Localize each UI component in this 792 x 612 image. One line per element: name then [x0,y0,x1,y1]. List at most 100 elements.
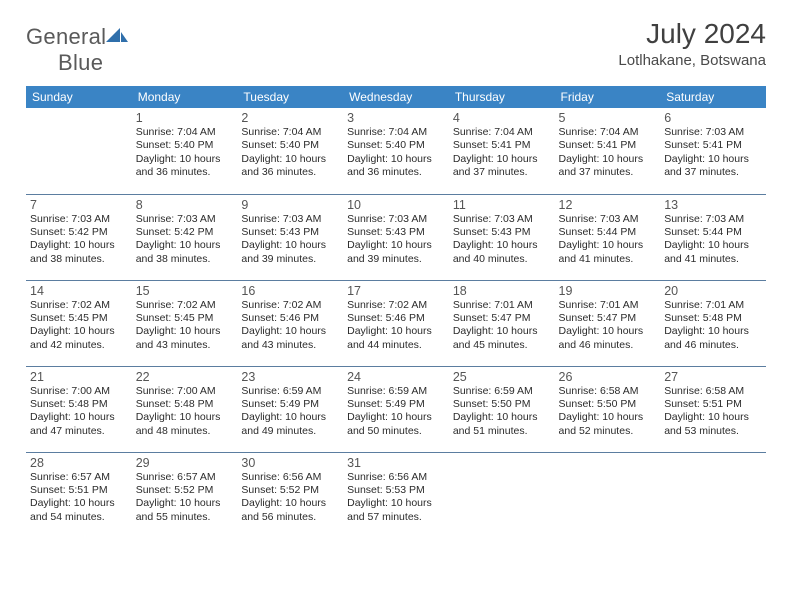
day-cell: 27Sunrise: 6:58 AMSunset: 5:51 PMDayligh… [660,366,766,452]
sunrise-text: Sunrise: 7:04 AM [241,126,339,139]
daylight-text-2: and 48 minutes. [136,425,234,438]
daylight-text-2: and 43 minutes. [136,339,234,352]
day-cell: 13Sunrise: 7:03 AMSunset: 5:44 PMDayligh… [660,194,766,280]
daylight-text: Daylight: 10 hours [347,325,445,338]
empty-cell [26,108,132,194]
day-info: Sunrise: 7:01 AMSunset: 5:47 PMDaylight:… [559,299,657,353]
day-number: 26 [559,370,657,384]
day-info: Sunrise: 7:03 AMSunset: 5:42 PMDaylight:… [136,213,234,267]
sunrise-text: Sunrise: 6:56 AM [347,471,445,484]
logo-word2: Blue [58,50,103,75]
day-cell: 31Sunrise: 6:56 AMSunset: 5:53 PMDayligh… [343,452,449,538]
day-cell: 4Sunrise: 7:04 AMSunset: 5:41 PMDaylight… [449,108,555,194]
logo-sail-icon [106,24,128,50]
dayhead-sun: Sunday [26,86,132,108]
calendar-row: 1Sunrise: 7:04 AMSunset: 5:40 PMDaylight… [26,108,766,194]
day-info: Sunrise: 7:03 AMSunset: 5:42 PMDaylight:… [30,213,128,267]
day-info: Sunrise: 7:03 AMSunset: 5:44 PMDaylight:… [559,213,657,267]
sunrise-text: Sunrise: 7:02 AM [241,299,339,312]
daylight-text: Daylight: 10 hours [664,411,762,424]
day-cell: 14Sunrise: 7:02 AMSunset: 5:45 PMDayligh… [26,280,132,366]
day-number: 14 [30,284,128,298]
daylight-text: Daylight: 10 hours [453,325,551,338]
day-number: 19 [559,284,657,298]
sunset-text: Sunset: 5:44 PM [559,226,657,239]
daylight-text-2: and 50 minutes. [347,425,445,438]
page-header: General Blue July 2024 Lotlhakane, Botsw… [26,18,766,76]
sunset-text: Sunset: 5:50 PM [559,398,657,411]
sunrise-text: Sunrise: 6:56 AM [241,471,339,484]
dayhead-wed: Wednesday [343,86,449,108]
sunrise-text: Sunrise: 7:03 AM [559,213,657,226]
sunset-text: Sunset: 5:47 PM [453,312,551,325]
day-number: 6 [664,111,762,125]
calendar-page: General Blue July 2024 Lotlhakane, Botsw… [0,0,792,538]
sunset-text: Sunset: 5:48 PM [136,398,234,411]
day-info: Sunrise: 6:58 AMSunset: 5:51 PMDaylight:… [664,385,762,439]
sunset-text: Sunset: 5:52 PM [241,484,339,497]
sunrise-text: Sunrise: 7:03 AM [241,213,339,226]
sunrise-text: Sunrise: 7:02 AM [30,299,128,312]
calendar-row: 14Sunrise: 7:02 AMSunset: 5:45 PMDayligh… [26,280,766,366]
daylight-text: Daylight: 10 hours [559,239,657,252]
daylight-text-2: and 37 minutes. [453,166,551,179]
sunrise-text: Sunrise: 7:04 AM [559,126,657,139]
day-cell: 6Sunrise: 7:03 AMSunset: 5:41 PMDaylight… [660,108,766,194]
day-cell: 2Sunrise: 7:04 AMSunset: 5:40 PMDaylight… [237,108,343,194]
day-cell: 1Sunrise: 7:04 AMSunset: 5:40 PMDaylight… [132,108,238,194]
daylight-text-2: and 43 minutes. [241,339,339,352]
daylight-text: Daylight: 10 hours [664,153,762,166]
daylight-text: Daylight: 10 hours [347,497,445,510]
sunrise-text: Sunrise: 6:57 AM [136,471,234,484]
title-block: July 2024 Lotlhakane, Botswana [618,18,766,69]
day-cell: 28Sunrise: 6:57 AMSunset: 5:51 PMDayligh… [26,452,132,538]
sunset-text: Sunset: 5:42 PM [136,226,234,239]
day-info: Sunrise: 7:03 AMSunset: 5:43 PMDaylight:… [347,213,445,267]
day-cell: 30Sunrise: 6:56 AMSunset: 5:52 PMDayligh… [237,452,343,538]
day-info: Sunrise: 7:00 AMSunset: 5:48 PMDaylight:… [30,385,128,439]
day-number: 28 [30,456,128,470]
day-info: Sunrise: 6:57 AMSunset: 5:51 PMDaylight:… [30,471,128,525]
day-info: Sunrise: 7:04 AMSunset: 5:41 PMDaylight:… [559,126,657,180]
sunset-text: Sunset: 5:40 PM [241,139,339,152]
day-cell: 15Sunrise: 7:02 AMSunset: 5:45 PMDayligh… [132,280,238,366]
day-cell: 7Sunrise: 7:03 AMSunset: 5:42 PMDaylight… [26,194,132,280]
day-number: 29 [136,456,234,470]
day-cell: 8Sunrise: 7:03 AMSunset: 5:42 PMDaylight… [132,194,238,280]
empty-cell [449,452,555,538]
sunrise-text: Sunrise: 7:03 AM [664,213,762,226]
day-cell: 18Sunrise: 7:01 AMSunset: 5:47 PMDayligh… [449,280,555,366]
day-info: Sunrise: 6:59 AMSunset: 5:49 PMDaylight:… [347,385,445,439]
daylight-text-2: and 37 minutes. [559,166,657,179]
daylight-text-2: and 38 minutes. [30,253,128,266]
day-number: 27 [664,370,762,384]
day-info: Sunrise: 6:56 AMSunset: 5:53 PMDaylight:… [347,471,445,525]
daylight-text: Daylight: 10 hours [241,325,339,338]
day-number: 24 [347,370,445,384]
daylight-text-2: and 41 minutes. [664,253,762,266]
day-info: Sunrise: 6:56 AMSunset: 5:52 PMDaylight:… [241,471,339,525]
dayhead-sat: Saturday [660,86,766,108]
sunset-text: Sunset: 5:48 PM [30,398,128,411]
day-number: 30 [241,456,339,470]
brand-logo: General Blue [26,24,128,76]
daylight-text-2: and 36 minutes. [241,166,339,179]
day-info: Sunrise: 7:04 AMSunset: 5:40 PMDaylight:… [241,126,339,180]
sunset-text: Sunset: 5:51 PM [664,398,762,411]
sunrise-text: Sunrise: 7:04 AM [347,126,445,139]
empty-cell [660,452,766,538]
daylight-text: Daylight: 10 hours [347,239,445,252]
calendar-head: Sunday Monday Tuesday Wednesday Thursday… [26,86,766,108]
day-number: 23 [241,370,339,384]
sunset-text: Sunset: 5:42 PM [30,226,128,239]
daylight-text-2: and 45 minutes. [453,339,551,352]
day-number: 16 [241,284,339,298]
sunrise-text: Sunrise: 6:59 AM [241,385,339,398]
daylight-text: Daylight: 10 hours [241,153,339,166]
day-info: Sunrise: 7:04 AMSunset: 5:40 PMDaylight:… [136,126,234,180]
day-number: 2 [241,111,339,125]
sunrise-text: Sunrise: 7:01 AM [453,299,551,312]
sunrise-text: Sunrise: 7:00 AM [136,385,234,398]
daylight-text-2: and 37 minutes. [664,166,762,179]
sunrise-text: Sunrise: 7:03 AM [347,213,445,226]
